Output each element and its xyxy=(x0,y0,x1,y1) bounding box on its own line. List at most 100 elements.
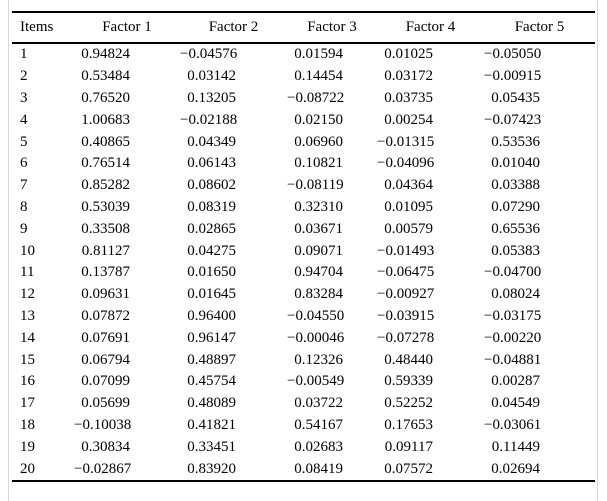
factor-5-loading-cell: 0.53536 xyxy=(491,133,540,150)
factor-2-loading-cell: 0.01650 xyxy=(187,264,236,281)
factor-5-loading-cell: −0.04881 xyxy=(484,351,542,368)
item-number-cell: 2 xyxy=(20,68,28,85)
factor-2-loading-cell: 0.08319 xyxy=(187,198,236,215)
table-row: 5 0.40865 0.04349 0.06960 −0.01315 0.535… xyxy=(12,131,595,153)
column-header-factor-5: Factor 5 xyxy=(484,12,595,44)
factor-5-loading-cell: 0.03388 xyxy=(491,177,540,194)
factor-4-loading-cell: 0.17653 xyxy=(384,416,433,433)
table-row: 2 0.53484 0.03142 0.14454 0.03172 −0.009… xyxy=(12,66,595,88)
factor-5-loading-cell: −0.03061 xyxy=(484,416,542,433)
factor-3-loading-cell: −0.00549 xyxy=(287,373,345,390)
factor-5-loading-cell: −0.00220 xyxy=(484,329,542,346)
factor-5-loading-cell: 0.11449 xyxy=(491,438,540,455)
factor-2-loading-cell: 0.06143 xyxy=(187,155,236,172)
factor-2-loading-cell: 0.96147 xyxy=(187,329,236,346)
factor-1-loading-cell: 0.76514 xyxy=(81,155,130,172)
factor-2-loading-cell: 0.03142 xyxy=(187,68,236,85)
factor-5-loading-cell: 0.00287 xyxy=(491,373,540,390)
factor-3-loading-cell: 0.09071 xyxy=(294,242,343,259)
factor-5-loading-cell: 0.04549 xyxy=(491,395,540,412)
factor-2-loading-cell: −0.04576 xyxy=(180,46,238,63)
table-row: 7 0.85282 0.08602 −0.08119 0.04364 0.033… xyxy=(12,175,595,197)
item-number-cell: 14 xyxy=(20,329,35,346)
factor-5-loading-cell: 0.01040 xyxy=(491,155,540,172)
factor-5-loading-cell: −0.03175 xyxy=(484,307,542,324)
factor-1-loading-cell: 0.81127 xyxy=(81,242,130,259)
factor-4-loading-cell: 0.48440 xyxy=(384,351,433,368)
factor-3-loading-cell: 0.94704 xyxy=(294,264,343,281)
factor-2-loading-cell: 0.48897 xyxy=(187,351,236,368)
factor-1-loading-cell: 0.07872 xyxy=(81,307,130,324)
factor-5-loading-cell: 0.65536 xyxy=(491,220,540,237)
table-row: 20 −0.02867 0.83920 0.08419 0.07572 0.02… xyxy=(12,458,595,481)
factor-1-loading-cell: 0.94824 xyxy=(81,46,130,63)
factor-1-loading-cell: 0.85282 xyxy=(81,177,130,194)
item-number-cell: 17 xyxy=(20,395,35,412)
item-number-cell: 1 xyxy=(20,46,28,63)
factor-3-loading-cell: −0.08119 xyxy=(287,177,344,194)
factor-1-loading-cell: 0.06794 xyxy=(81,351,130,368)
item-number-cell: 7 xyxy=(20,177,28,194)
table-row: 17 0.05699 0.48089 0.03722 0.52252 0.045… xyxy=(12,393,595,415)
factor-2-loading-cell: 0.01645 xyxy=(187,286,236,303)
item-number-cell: 6 xyxy=(20,155,28,172)
factor-4-loading-cell: 0.01025 xyxy=(384,46,433,63)
factor-4-loading-cell: 0.52252 xyxy=(384,395,433,412)
table-row: 18 −0.10038 0.41821 0.54167 0.17653 −0.0… xyxy=(12,415,595,437)
factor-3-loading-cell: 0.10821 xyxy=(294,155,343,172)
factor-5-loading-cell: 0.08024 xyxy=(491,286,540,303)
factor-2-loading-cell: 0.02865 xyxy=(187,220,236,237)
table-row: 15 0.06794 0.48897 0.12326 0.48440 −0.04… xyxy=(12,349,595,371)
factor-2-loading-cell: 0.33451 xyxy=(187,438,236,455)
item-number-cell: 18 xyxy=(20,416,35,433)
header-row: Items Factor 1 Factor 2 Factor 3 Factor … xyxy=(12,12,595,44)
factor-3-loading-cell: 0.02683 xyxy=(294,438,343,455)
item-number-cell: 19 xyxy=(20,438,35,455)
factor-1-loading-cell: 0.33508 xyxy=(81,220,130,237)
factor-5-loading-cell: 0.05383 xyxy=(491,242,540,259)
factor-5-loading-cell: 0.05435 xyxy=(491,89,540,106)
factor-2-loading-cell: 0.08602 xyxy=(187,177,236,194)
table-row: 6 0.76514 0.06143 0.10821 −0.04096 0.010… xyxy=(12,153,595,175)
table-row: 14 0.07691 0.96147 −0.00046 −0.07278 −0.… xyxy=(12,327,595,349)
factor-4-loading-cell: 0.07572 xyxy=(384,460,433,477)
table-row: 19 0.30834 0.33451 0.02683 0.09117 0.114… xyxy=(12,436,595,458)
factor-4-loading-cell: 0.03735 xyxy=(384,89,433,106)
factor-1-loading-cell: 0.07691 xyxy=(81,329,130,346)
factor-3-loading-cell: 0.32310 xyxy=(294,198,343,215)
factor-3-loading-cell: 0.83284 xyxy=(294,286,343,303)
item-number-cell: 13 xyxy=(20,307,35,324)
table-row: 9 0.33508 0.02865 0.03671 0.00579 0.6553… xyxy=(12,218,595,240)
item-number-cell: 16 xyxy=(20,373,35,390)
item-number-cell: 15 xyxy=(20,351,35,368)
table-row: 4 1.00683 −0.02188 0.02150 0.00254 −0.07… xyxy=(12,109,595,131)
factor-5-loading-cell: −0.00915 xyxy=(484,68,542,85)
column-header-items: Items xyxy=(12,12,74,44)
factor-4-loading-cell: 0.59339 xyxy=(384,373,433,390)
factor-3-loading-cell: 0.12326 xyxy=(294,351,343,368)
factor-4-loading-cell: 0.04364 xyxy=(384,177,433,194)
item-number-cell: 3 xyxy=(20,89,28,106)
item-number-cell: 20 xyxy=(20,460,35,477)
factor-4-loading-cell: 0.03172 xyxy=(384,68,433,85)
table-header: Items Factor 1 Factor 2 Factor 3 Factor … xyxy=(12,12,595,44)
factor-2-loading-cell: 0.96400 xyxy=(187,307,236,324)
factor-1-loading-cell: 0.13787 xyxy=(81,264,130,281)
table-row: 3 0.76520 0.13205 −0.08722 0.03735 0.054… xyxy=(12,88,595,110)
factor-1-loading-cell: 0.76520 xyxy=(81,89,130,106)
factor-2-loading-cell: 0.13205 xyxy=(187,89,236,106)
item-number-cell: 11 xyxy=(20,264,35,281)
factor-1-loading-cell: 0.09631 xyxy=(81,286,130,303)
factor-4-loading-cell: −0.07278 xyxy=(377,329,435,346)
item-number-cell: 12 xyxy=(20,286,35,303)
factor-4-loading-cell: 0.00254 xyxy=(384,111,433,128)
factor-4-loading-cell: 0.01095 xyxy=(384,198,433,215)
factor-2-loading-cell: 0.83920 xyxy=(187,460,236,477)
factor-4-loading-cell: −0.06475 xyxy=(377,264,435,281)
item-number-cell: 9 xyxy=(20,220,28,237)
factor-1-loading-cell: −0.10038 xyxy=(74,416,132,433)
factor-3-loading-cell: 0.06960 xyxy=(294,133,343,150)
factor-3-loading-cell: 0.08419 xyxy=(294,460,343,477)
factor-1-loading-cell: 0.07099 xyxy=(81,373,130,390)
